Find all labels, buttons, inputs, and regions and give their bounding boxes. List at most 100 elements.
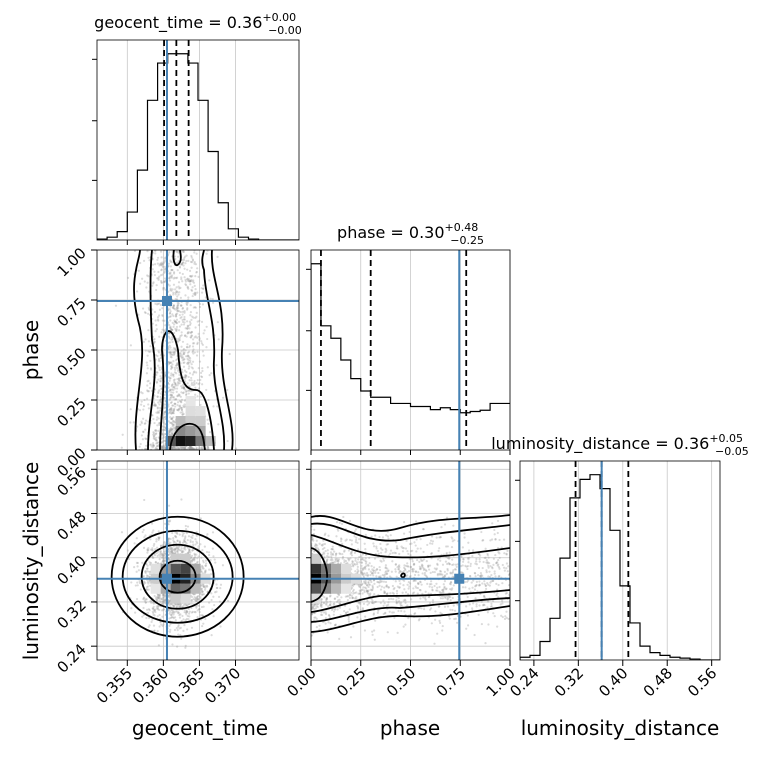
sample-point xyxy=(174,320,177,323)
sample-point xyxy=(378,581,381,584)
sample-point xyxy=(496,625,499,628)
sample-point xyxy=(181,306,185,310)
sample-point xyxy=(415,550,418,553)
sample-point xyxy=(194,292,197,295)
sample-point xyxy=(351,583,354,586)
sample-point xyxy=(164,324,167,327)
sample-point xyxy=(178,627,181,630)
sample-point xyxy=(162,436,165,439)
sample-point xyxy=(383,591,386,594)
sample-point xyxy=(370,535,373,538)
sample-point xyxy=(172,271,176,274)
sample-point xyxy=(163,411,166,414)
density-cell xyxy=(185,396,196,406)
sample-point xyxy=(170,261,173,264)
sample-point xyxy=(411,592,415,595)
sample-point xyxy=(188,610,191,613)
sample-point xyxy=(153,394,156,397)
sample-point xyxy=(183,546,187,549)
sample-point xyxy=(126,276,130,279)
sample-point xyxy=(178,405,181,408)
sample-point xyxy=(355,538,358,542)
sample-point xyxy=(169,272,172,275)
sample-point xyxy=(387,586,390,589)
sample-point xyxy=(154,561,157,564)
sample-point xyxy=(356,606,360,609)
sample-point xyxy=(201,614,204,618)
sample-point xyxy=(183,448,186,450)
sample-point xyxy=(181,318,184,321)
sample-point xyxy=(363,581,366,584)
sample-point xyxy=(415,520,418,523)
sample-point xyxy=(188,445,191,448)
sample-point xyxy=(174,547,177,550)
sample-point xyxy=(169,355,172,358)
sample-point xyxy=(176,269,179,272)
sample-point xyxy=(147,608,150,611)
sample-point xyxy=(185,259,188,263)
sample-point xyxy=(170,417,173,421)
sample-point xyxy=(161,445,164,449)
sample-point xyxy=(311,538,314,541)
sample-point xyxy=(205,325,208,328)
sample-point xyxy=(183,321,186,324)
sample-point xyxy=(451,558,454,561)
sample-point xyxy=(445,516,449,519)
sample-point xyxy=(425,575,429,578)
sample-point xyxy=(446,562,449,566)
sample-point xyxy=(330,561,333,564)
sample-point xyxy=(199,614,202,617)
sample-point xyxy=(172,423,175,427)
sample-point xyxy=(176,304,179,307)
sample-point xyxy=(406,565,409,568)
sample-point xyxy=(162,560,165,563)
sample-point xyxy=(464,564,467,567)
sample-point xyxy=(413,579,416,582)
sample-point xyxy=(204,570,207,574)
sample-point xyxy=(169,350,172,354)
sample-point xyxy=(410,542,413,545)
sample-point xyxy=(198,305,202,309)
sample-point xyxy=(208,431,212,434)
sample-point xyxy=(152,435,156,438)
sample-point xyxy=(192,447,195,450)
sample-point xyxy=(172,412,175,415)
sample-point xyxy=(185,355,188,358)
sample-point xyxy=(394,570,397,573)
sample-point xyxy=(375,547,378,550)
sample-point xyxy=(189,447,192,450)
sample-point xyxy=(155,373,158,376)
sample-point xyxy=(184,524,187,528)
sample-point xyxy=(152,605,155,608)
sample-point xyxy=(169,287,172,290)
sample-point xyxy=(161,600,164,603)
sample-point xyxy=(394,568,397,571)
sample-point xyxy=(198,387,201,390)
sample-point xyxy=(172,353,176,356)
sample-point xyxy=(154,432,157,435)
sample-point xyxy=(196,342,199,346)
sample-point xyxy=(153,629,156,633)
sample-point xyxy=(156,593,160,596)
sample-point xyxy=(206,445,210,448)
sample-point xyxy=(171,549,174,552)
sample-point xyxy=(161,319,164,322)
sample-point xyxy=(396,566,399,569)
sample-point xyxy=(180,304,183,307)
sample-point xyxy=(446,556,449,560)
sample-point xyxy=(311,538,314,541)
sample-point xyxy=(148,561,151,564)
sample-point xyxy=(152,444,155,447)
sample-point xyxy=(187,324,190,327)
sample-point xyxy=(170,550,173,553)
sample-point xyxy=(172,386,175,389)
sample-point xyxy=(179,296,182,299)
sample-point xyxy=(351,560,354,564)
sample-point xyxy=(191,549,194,552)
sample-point xyxy=(419,538,422,541)
sample-point xyxy=(358,537,361,541)
sample-point xyxy=(192,597,195,601)
sample-point xyxy=(130,581,133,584)
sample-point xyxy=(158,608,161,612)
sample-point xyxy=(185,610,188,613)
